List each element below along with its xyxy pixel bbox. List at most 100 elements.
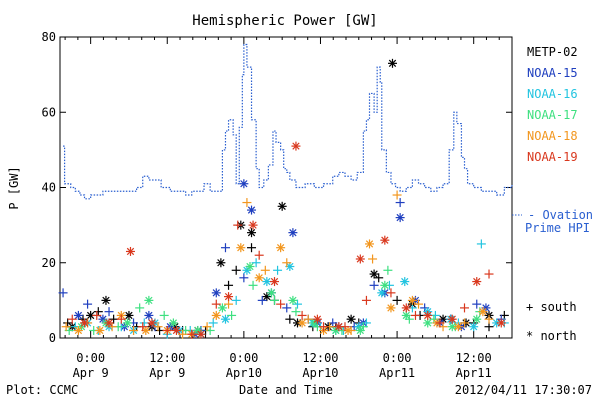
marker-south — [273, 265, 283, 275]
marker-south — [361, 295, 371, 305]
marker-north — [196, 329, 206, 339]
marker-north — [496, 318, 506, 328]
marker-south — [211, 299, 221, 309]
marker-north — [377, 288, 387, 298]
marker-north — [220, 314, 230, 324]
marker-north — [469, 322, 479, 332]
marker-south — [435, 318, 445, 328]
x-tick-label-date: Apr10 — [302, 366, 338, 380]
marker-north — [266, 288, 276, 298]
marker-south — [227, 310, 237, 320]
data-markers — [58, 58, 509, 339]
marker-south — [251, 258, 261, 268]
marker-north — [245, 262, 255, 272]
marker-north — [104, 318, 114, 328]
x-tick-label-date: Apr 9 — [73, 366, 109, 380]
y-tick-label: 40 — [42, 181, 56, 195]
x-tick-label-time: 0:00 — [229, 351, 258, 365]
marker-north — [211, 288, 221, 298]
x-tick-label-date: Apr10 — [226, 366, 262, 380]
marker-north — [247, 228, 257, 238]
marker-south — [270, 295, 280, 305]
y-tick-label: 0 — [49, 331, 56, 345]
marker-north — [423, 318, 433, 328]
marker-south — [63, 318, 73, 328]
marker-north — [124, 310, 134, 320]
x-tick-label-time: 12:00 — [149, 351, 185, 365]
marker-north — [141, 325, 151, 335]
marker-south — [202, 322, 212, 332]
marker-south — [260, 265, 270, 275]
marker-north — [380, 280, 390, 290]
marker-north — [171, 325, 181, 335]
y-axis-ticks: 0 20 40 60 80 — [42, 30, 512, 345]
marker-north — [423, 310, 433, 320]
marker-north — [276, 243, 286, 253]
footer-right: 2012/04/11 17:30:07 — [455, 383, 592, 397]
marker-south — [285, 314, 295, 324]
legend-entry: NOAA-17 — [527, 108, 578, 122]
marker-south — [104, 307, 114, 317]
y-tick-label: 80 — [42, 30, 56, 44]
marker-south — [231, 265, 241, 275]
marker-south — [297, 310, 307, 320]
footer-left: Plot: CCMC — [6, 383, 78, 397]
marker-south — [476, 239, 486, 249]
marker-south — [395, 198, 405, 208]
marker-north — [144, 295, 154, 305]
marker-north — [355, 325, 365, 335]
marker-north — [73, 325, 83, 335]
x-tick-label-date: Apr 9 — [149, 366, 185, 380]
marker-south — [484, 314, 494, 324]
marker-south — [292, 299, 302, 309]
marker-south — [282, 258, 292, 268]
legend-entry: NOAA-19 — [527, 150, 578, 164]
marker-north — [242, 265, 252, 275]
marker-north — [297, 318, 307, 328]
marker-south — [239, 273, 249, 283]
marker-north — [254, 273, 264, 283]
marker-south — [374, 273, 384, 283]
x-tick-label-time: 12:00 — [456, 351, 492, 365]
marker-south — [410, 310, 420, 320]
marker-south — [208, 318, 218, 328]
symbol-legend: + south * north — [526, 300, 577, 343]
marker-south — [368, 254, 378, 264]
y-tick-label: 20 — [42, 256, 56, 270]
marker-south — [392, 190, 402, 200]
marker-south — [61, 322, 71, 332]
marker-north — [247, 205, 257, 215]
marker-north — [122, 318, 132, 328]
marker-south — [67, 314, 77, 324]
marker-north — [239, 179, 249, 189]
marker-north — [262, 292, 272, 302]
y-axis-label: P [GW] — [7, 166, 21, 209]
marker-south — [383, 265, 393, 275]
marker-south — [155, 325, 165, 335]
marker-north — [400, 277, 410, 287]
marker-north — [73, 310, 83, 320]
marker-south — [319, 322, 329, 332]
legend-entry: METP-02 — [527, 45, 578, 59]
marker-south — [392, 295, 402, 305]
marker-north — [447, 322, 457, 332]
marker-north — [168, 318, 178, 328]
marker-north — [125, 246, 135, 256]
legend-entry: NOAA-15 — [527, 66, 578, 80]
marker-north — [217, 303, 227, 313]
x-axis-label: Date and Time — [239, 383, 333, 397]
marker-south — [58, 288, 68, 298]
marker-south — [129, 325, 139, 335]
ovation-label-line1: - Ovation — [528, 208, 593, 222]
marker-south — [153, 322, 163, 332]
marker-south — [138, 322, 148, 332]
marker-south — [247, 243, 257, 253]
legend: METP-02 NOAA-15 NOAA-16 NOAA-17 NOAA-18 NOAA-… — [527, 45, 578, 164]
marker-south — [233, 220, 243, 230]
marker-north — [386, 303, 396, 313]
marker-north — [312, 314, 322, 324]
marker-north — [236, 243, 246, 253]
marker-south — [187, 329, 197, 339]
marker-south — [484, 269, 494, 279]
